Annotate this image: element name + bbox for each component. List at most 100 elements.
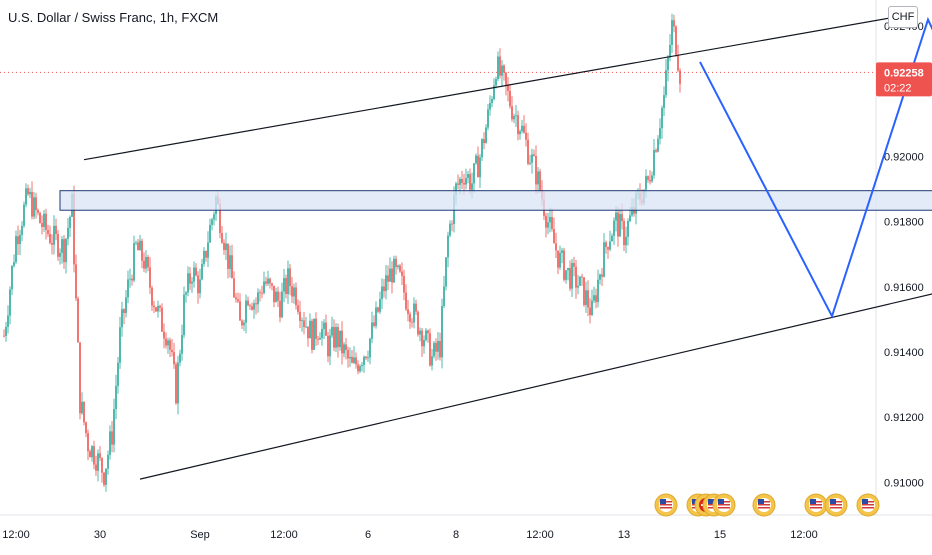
candle (317, 335, 319, 345)
candle-body (23, 204, 25, 226)
candle (267, 270, 269, 286)
candle-body (369, 338, 371, 358)
us-flag-icon[interactable] (752, 493, 776, 517)
candle-body (13, 262, 15, 266)
candle (113, 398, 115, 453)
candle-body (535, 155, 537, 185)
candle-body (479, 157, 481, 178)
candle (17, 225, 19, 256)
candle (469, 168, 471, 195)
resistance-zone (59, 190, 932, 211)
symbol-title: U.S. Dollar / Swiss Franc, 1h, FXCM (8, 10, 219, 25)
candle-body (343, 344, 345, 354)
candle-body (159, 305, 161, 308)
candle (647, 175, 649, 184)
candle (457, 174, 459, 190)
candle (83, 401, 85, 426)
candle (597, 269, 599, 308)
candle-body (221, 233, 223, 243)
candle (577, 274, 579, 295)
candle-body (547, 222, 549, 228)
candle (93, 440, 95, 470)
candle (141, 238, 143, 269)
candle (41, 215, 43, 235)
candle-body (21, 225, 23, 235)
candle (491, 96, 493, 108)
candle-body (659, 128, 661, 139)
candle-body (195, 267, 197, 276)
candle (115, 374, 117, 420)
candle-body (363, 356, 365, 366)
candle-body (521, 125, 523, 132)
candle-body (361, 365, 363, 367)
candle-body (575, 266, 577, 288)
candle (399, 264, 401, 273)
candle (39, 211, 41, 224)
candle-body (37, 209, 39, 213)
candle (165, 332, 167, 349)
x-tick-label: 30 (94, 529, 106, 541)
candle-body (305, 326, 307, 328)
candle (265, 276, 267, 287)
candle (23, 201, 25, 228)
candle-body (99, 453, 101, 459)
candle (401, 262, 403, 286)
candle-body (227, 243, 229, 269)
candle-body (653, 150, 655, 176)
candle-body (549, 217, 551, 223)
candle (333, 319, 335, 352)
candle-body (393, 258, 395, 283)
candle (419, 327, 421, 342)
candle (475, 153, 477, 165)
candle (657, 135, 659, 153)
last-price-badge (876, 62, 932, 97)
candle (655, 148, 657, 154)
candle (583, 277, 585, 307)
candle (347, 346, 349, 368)
candle-body (395, 258, 397, 268)
candle (315, 312, 317, 346)
candle (447, 231, 449, 268)
candle (509, 84, 511, 109)
candle (107, 450, 109, 475)
candle-body (155, 307, 157, 312)
us-flag-icon[interactable] (654, 493, 678, 517)
candle (3, 329, 5, 338)
candle (531, 148, 533, 174)
candle (465, 168, 467, 190)
candle (481, 138, 483, 161)
candle (135, 240, 137, 246)
candle-body (255, 303, 257, 305)
candle (357, 360, 359, 375)
us-flag-icon[interactable] (856, 493, 880, 517)
candle (29, 187, 31, 199)
us-flag-icon[interactable] (824, 493, 848, 517)
candle-body (397, 265, 399, 268)
candle (95, 455, 97, 476)
candle-body (349, 356, 351, 359)
y-tick-label: 0.91600 (884, 282, 924, 294)
candle-body (209, 224, 211, 243)
candle (303, 312, 305, 335)
candle-body (291, 286, 293, 297)
candle (571, 258, 573, 297)
candle (33, 191, 35, 220)
candle (461, 170, 463, 190)
candle-body (529, 162, 531, 164)
currency-button[interactable]: CHF (888, 6, 918, 28)
candle-body (565, 270, 567, 280)
candle-body (157, 305, 159, 312)
candle-body (285, 278, 287, 294)
candle (397, 264, 399, 270)
candle (129, 268, 131, 288)
us-flag-icon[interactable] (804, 493, 828, 517)
candle-body (59, 252, 61, 257)
us-flag-icon[interactable] (712, 493, 736, 517)
candle (257, 288, 259, 313)
candle-body (55, 225, 57, 234)
candle (127, 270, 129, 304)
candle (153, 300, 155, 314)
candle-body (379, 299, 381, 312)
